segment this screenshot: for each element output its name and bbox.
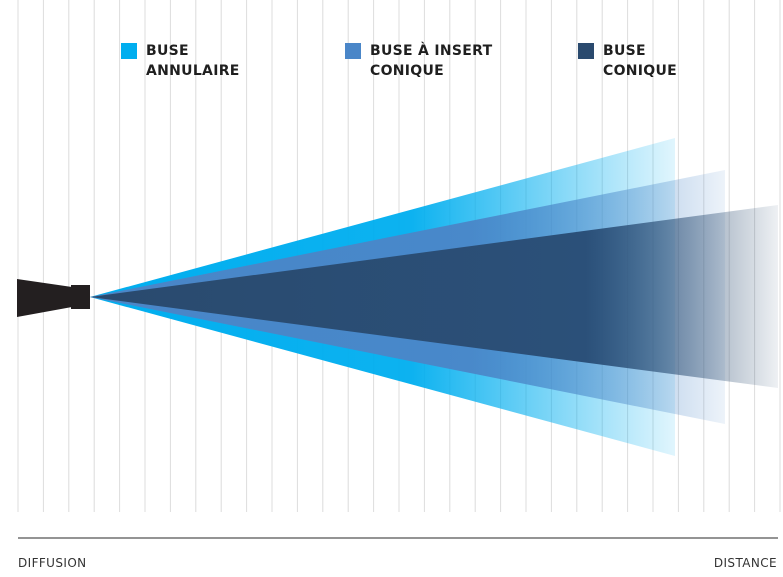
legend-swatch-conical [578,43,594,59]
legend-label-conical: BUSE CONIQUE [603,43,678,79]
legend-label-annular: BUSE ANNULAIRE [146,43,240,79]
legend-label-insert-conical: BUSE À INSERT CONIQUE [370,43,493,79]
axis-label-distance: DISTANCE [713,556,777,570]
legend-item-conical: BUSE CONIQUE [578,41,677,81]
legend-item-insert-conical: BUSE À INSERT CONIQUE [345,41,492,81]
legend-swatch-insert-conical [345,43,361,59]
legend-swatch-annular [121,43,137,59]
axis-label-diffusion: DIFFUSION [18,556,87,570]
nozzle-icon [17,279,90,317]
spray-conical [90,205,778,388]
legend-item-annular: BUSE ANNULAIRE [121,41,240,81]
